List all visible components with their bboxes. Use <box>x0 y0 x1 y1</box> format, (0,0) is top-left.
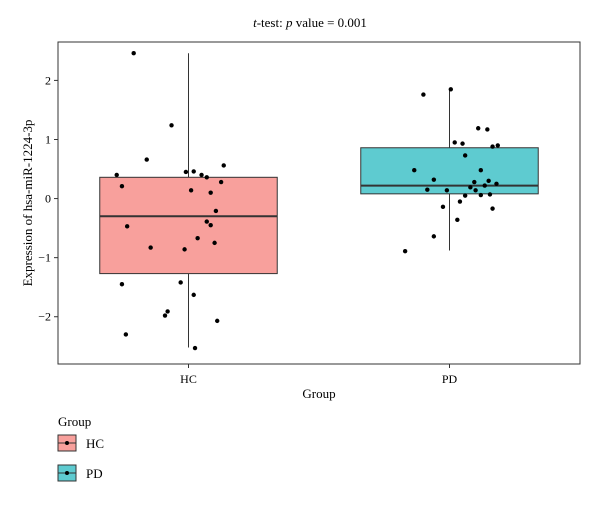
title-value: value = 0.001 <box>292 15 366 30</box>
data-point <box>195 235 200 241</box>
data-point <box>165 309 170 314</box>
data-point <box>421 92 426 97</box>
data-point <box>494 181 499 186</box>
data-point <box>183 169 189 175</box>
data-point <box>490 206 495 211</box>
data-point <box>472 179 477 185</box>
y-tick-label: 2 <box>45 73 51 87</box>
data-point <box>425 187 430 192</box>
data-point <box>144 157 149 162</box>
title-t: t <box>253 15 257 30</box>
legend-label: PD <box>86 466 103 481</box>
data-point <box>215 318 220 324</box>
x-axis: HC PD <box>180 364 458 386</box>
data-point <box>204 175 209 180</box>
data-point <box>191 169 196 174</box>
legend-item-pd: PD <box>57 464 103 482</box>
boxes <box>99 53 539 348</box>
data-point <box>212 240 217 246</box>
data-point <box>452 140 457 145</box>
data-point <box>478 168 484 173</box>
data-point <box>478 192 484 198</box>
y-axis-title: Expression of hsa-miR-1224-3p <box>20 120 35 287</box>
y-axis: −2 −1 0 1 2 <box>38 73 58 324</box>
data-point <box>412 168 417 173</box>
y-tick-label: −1 <box>38 251 51 265</box>
data-point <box>169 123 174 128</box>
y-tick-label: 0 <box>45 192 51 206</box>
legend-items: HC PD <box>57 434 104 482</box>
x-tick-label: HC <box>180 372 197 386</box>
legend-label: HC <box>86 436 104 451</box>
data-point <box>460 141 465 146</box>
data-point <box>208 190 213 195</box>
data-point <box>199 172 204 178</box>
chart-title: t-test: p value = 0.001 <box>253 15 367 30</box>
data-point <box>204 219 209 224</box>
data-point <box>123 332 129 337</box>
data-point <box>486 178 491 184</box>
data-point <box>148 245 153 250</box>
box-body <box>360 147 539 195</box>
legend-title: Group <box>58 414 91 429</box>
data-point <box>114 172 119 178</box>
data-point <box>162 313 168 318</box>
data-point <box>476 126 481 131</box>
y-tick-label: −2 <box>38 310 51 324</box>
data-point <box>431 177 437 182</box>
data-point <box>221 163 226 168</box>
data-point <box>191 292 196 298</box>
legend-key-point <box>65 441 69 445</box>
data-point <box>448 87 454 92</box>
data-point <box>218 179 224 185</box>
x-tick-label: PD <box>442 372 458 386</box>
data-point <box>124 224 130 229</box>
data-points <box>114 51 500 351</box>
y-tick-label: 1 <box>45 132 51 146</box>
legend: Group HC PD <box>57 414 104 482</box>
box-pd <box>360 89 539 251</box>
data-point <box>119 282 125 287</box>
data-point <box>495 143 500 148</box>
legend-item-hc: HC <box>57 434 104 452</box>
title-p: p <box>285 15 293 30</box>
data-point <box>457 199 463 204</box>
box-body <box>99 176 278 275</box>
data-point <box>402 248 408 254</box>
data-point <box>473 188 478 193</box>
data-point <box>213 208 219 214</box>
data-point <box>182 247 187 252</box>
data-point <box>131 51 136 56</box>
data-point <box>192 345 198 351</box>
title-test: -test: <box>257 15 286 30</box>
data-point <box>119 183 125 189</box>
data-point <box>178 280 183 285</box>
data-point <box>482 183 487 188</box>
data-point <box>188 188 194 193</box>
data-point <box>455 217 460 223</box>
data-point <box>462 193 468 198</box>
data-point <box>468 185 473 190</box>
data-point <box>487 192 493 197</box>
data-point <box>462 153 468 158</box>
legend-key-point <box>65 471 69 475</box>
data-point <box>431 234 437 239</box>
data-point <box>440 204 446 210</box>
box-hc <box>99 53 278 348</box>
x-axis-title: Group <box>302 386 335 401</box>
data-point <box>485 127 490 132</box>
data-point <box>208 222 213 228</box>
data-point <box>444 188 450 193</box>
data-point <box>490 144 495 149</box>
